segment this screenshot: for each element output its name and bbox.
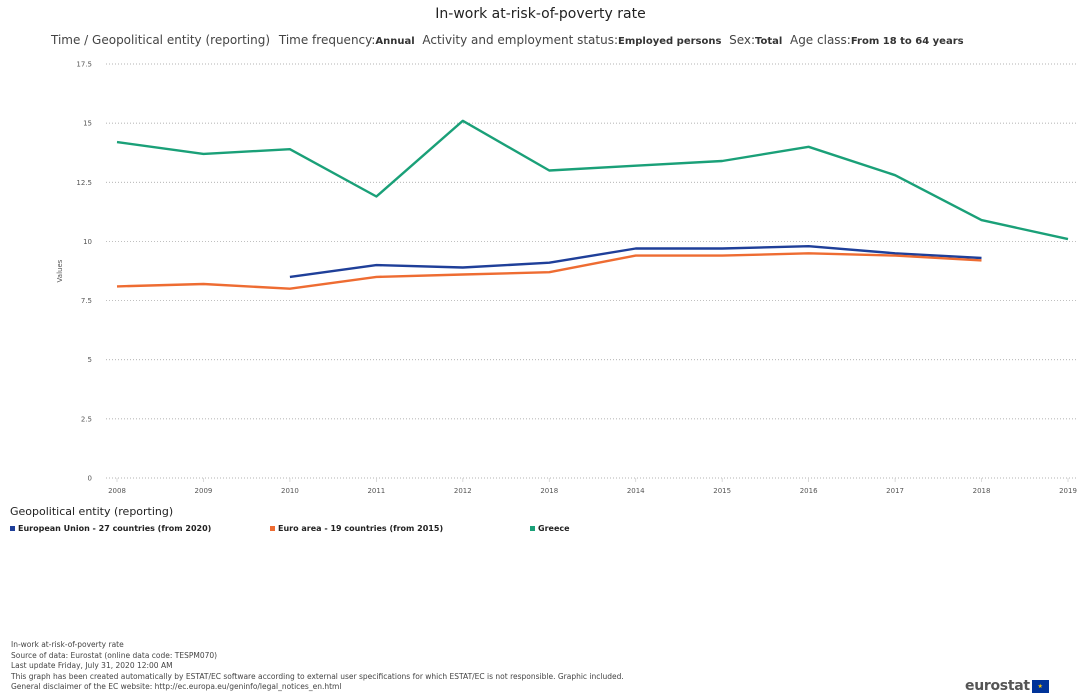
legend-swatch: [10, 526, 15, 531]
legend-label: European Union - 27 countries (from 2020…: [18, 524, 212, 533]
source-footer: In-work at-risk-of-poverty rate Source o…: [11, 640, 624, 693]
x-tick-label: 2014: [627, 487, 645, 495]
eurostat-logo[interactable]: eurostat ★: [965, 678, 1049, 694]
x-tick-label: 2015: [713, 487, 731, 495]
y-tick-label: 5: [88, 356, 92, 364]
x-tick-label: 2016: [800, 487, 818, 495]
x-tick-label: 2012: [454, 487, 472, 495]
legend-item-eu27[interactable]: European Union - 27 countries (from 2020…: [10, 524, 211, 533]
footer-line: Last update Friday, July 31, 2020 12:00 …: [11, 661, 173, 670]
y-tick-label: 12.5: [76, 179, 92, 187]
y-tick-label: 0: [88, 475, 92, 483]
x-tick-label: 2018: [540, 487, 558, 495]
legend-label: Greece: [538, 524, 570, 533]
filter-label: Age class:: [789, 33, 851, 47]
chart-title: In-work at-risk-of-poverty rate: [435, 6, 646, 22]
filter-label: Activity and employment status:: [422, 33, 619, 47]
y-tick-label: 7.5: [81, 297, 92, 305]
series-layer: [116, 119, 1069, 290]
line-chart: 0 2.5 5 7.5 10 12.5 15 17.5 2008 2009 2010 2011 2012…: [56, 61, 1078, 496]
x-tick-label: 2010: [281, 487, 299, 495]
series-line-1[interactable]: [116, 252, 982, 290]
y-tick-label: 15: [83, 120, 92, 128]
y-tick-label: 17.5: [76, 61, 92, 69]
legend-item-greece[interactable]: Greece: [530, 524, 570, 533]
x-tick-label: 2018: [973, 487, 991, 495]
filter-value: Total: [755, 36, 783, 47]
footer-line: This graph has been created automaticall…: [11, 671, 624, 681]
eu-flag-icon: ★: [1031, 679, 1049, 693]
x-tick-label: 2011: [367, 487, 385, 495]
legend-item-ea19[interactable]: Euro area - 19 countries (from 2015): [270, 524, 443, 533]
axis-layer: 0 2.5 5 7.5 10 12.5 15 17.5 2008 2009 2010 2011 2012…: [76, 61, 1077, 496]
y-tick-label: 10: [83, 238, 92, 246]
y-tick-label: 2.5: [81, 415, 92, 423]
legend-swatch: [270, 526, 275, 531]
grid-lines: [106, 63, 1078, 479]
chart-subtitle: Time / Geopolitical entity (reporting) T…: [51, 33, 964, 47]
legend-title: Geopolitical entity (reporting): [10, 505, 174, 518]
series-line-2[interactable]: [116, 119, 1069, 241]
legend-label: Euro area - 19 countries (from 2015): [278, 524, 444, 533]
filter-label: Sex:: [729, 33, 756, 47]
logo-text: eurostat: [965, 678, 1030, 694]
footer-line: Source of data: Eurostat (online data co…: [11, 650, 218, 660]
footer-line: In-work at-risk-of-poverty rate: [11, 640, 124, 649]
filter-value: Employed persons: [618, 36, 722, 47]
y-axis-label: Values: [56, 259, 64, 282]
filter-value: Annual: [375, 36, 415, 47]
x-tick-label: 2017: [886, 487, 904, 495]
x-tick-label: 2008: [108, 487, 126, 495]
series-line-0[interactable]: [289, 245, 982, 279]
footer-line: General disclaimer of the EC website: ht…: [11, 682, 342, 691]
legend-swatch: [530, 526, 535, 531]
x-tick-label: 2009: [195, 487, 213, 495]
x-tick-label: 2019: [1059, 487, 1077, 495]
filter-label: Time frequency:: [278, 33, 376, 47]
subtitle-dimensions: Time / Geopolitical entity (reporting): [51, 33, 271, 47]
filter-value: From 18 to 64 years: [850, 36, 964, 47]
